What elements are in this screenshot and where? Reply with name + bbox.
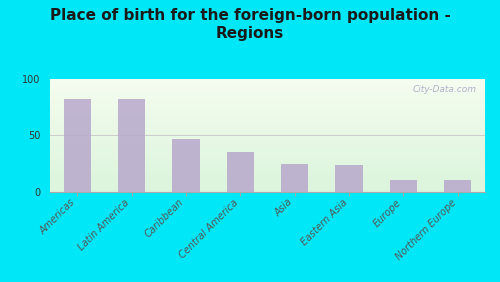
Bar: [64, 99, 91, 192]
Bar: [336, 165, 362, 192]
Bar: [390, 180, 417, 192]
Bar: [172, 139, 200, 192]
Bar: [118, 99, 145, 192]
Text: City-Data.com: City-Data.com: [412, 85, 476, 94]
Text: Place of birth for the foreign-born population -
Regions: Place of birth for the foreign-born popu…: [50, 8, 450, 41]
Bar: [281, 164, 308, 192]
Bar: [444, 180, 471, 192]
Bar: [226, 152, 254, 192]
